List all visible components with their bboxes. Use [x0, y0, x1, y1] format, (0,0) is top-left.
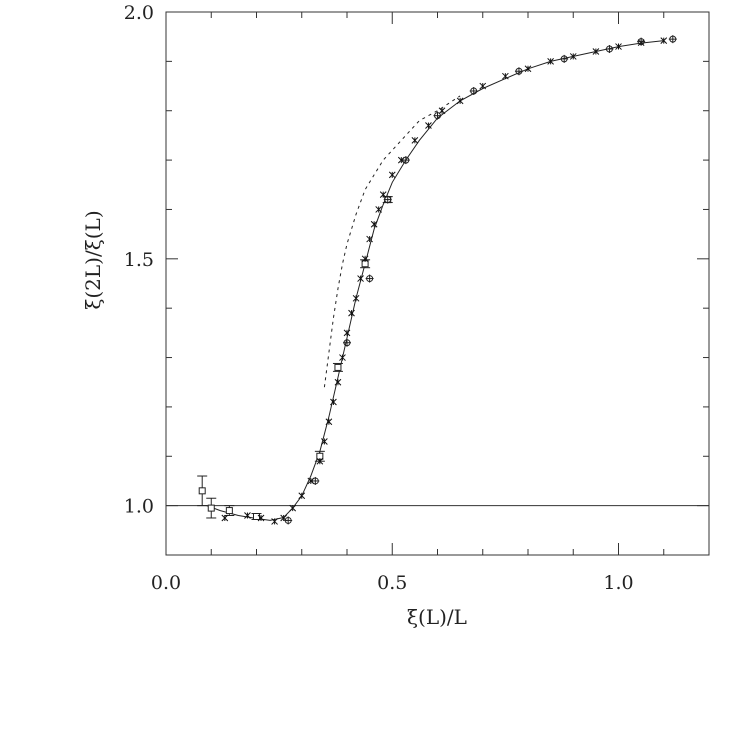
data-point-circle — [433, 111, 442, 120]
data-point-cross — [221, 514, 229, 522]
x-tick-label: 0.0 — [151, 572, 181, 594]
data-point-circle — [637, 37, 646, 46]
data-point-circle — [401, 156, 410, 165]
data-point-circle — [311, 476, 320, 485]
data-point-circle — [469, 86, 478, 95]
x-axis-label: ξ(L)/L — [407, 605, 467, 629]
fit-curve-dashed — [323, 95, 461, 388]
data-point-cross — [271, 518, 278, 525]
data-point-cross — [316, 457, 324, 465]
axis-ticks — [165, 11, 710, 556]
square-marker — [334, 363, 342, 371]
data-point-square — [332, 362, 343, 372]
data-point-circle — [560, 54, 569, 63]
data-point-circle — [605, 45, 614, 54]
y-tick-label: 1.0 — [124, 496, 154, 518]
y-tick-label: 1.5 — [124, 249, 154, 271]
data-point-cross — [343, 329, 351, 337]
square-marker — [198, 487, 206, 495]
data-point-cross — [425, 122, 432, 129]
data-point-cross — [660, 37, 668, 44]
data-point-cross — [479, 82, 487, 90]
data-point-cross — [334, 378, 342, 386]
data-point-cross — [615, 43, 622, 50]
data-point-circle — [668, 35, 677, 44]
data-point-cross — [547, 58, 554, 65]
y-axis-label: ξ(2L)/ξ(L) — [81, 210, 105, 309]
data-point-cross — [592, 48, 600, 55]
data-point-circle — [284, 516, 293, 525]
data-point-cross — [502, 72, 509, 80]
data-point-cross — [456, 97, 464, 105]
data-point-square — [206, 497, 217, 519]
square-marker — [207, 504, 215, 512]
y-tick-label: 2.0 — [124, 2, 154, 24]
data-point-cross — [330, 398, 337, 406]
data-point-cross — [370, 220, 378, 228]
data-point-cross — [348, 309, 355, 317]
square-marker — [253, 512, 260, 520]
square-marker — [225, 507, 233, 515]
data-point-square — [197, 475, 208, 507]
data-point-cross — [569, 53, 577, 60]
data-point-circle — [365, 274, 374, 283]
data-point-cross — [375, 206, 383, 213]
data-points — [197, 35, 677, 525]
data-point-circle — [343, 338, 351, 347]
data-point-cross — [366, 235, 373, 243]
data-point-cross — [438, 107, 446, 115]
data-point-circle — [383, 195, 392, 204]
data-point-cross — [339, 354, 346, 361]
data-point-square — [224, 505, 235, 517]
y-tick-labels: 1.0 1.5 2.0 — [124, 2, 154, 518]
x-tick-label: 0.5 — [377, 572, 407, 594]
data-point-cross — [257, 514, 265, 522]
data-point-cross — [361, 255, 369, 263]
data-point-cross — [325, 418, 333, 426]
data-point-cross — [379, 191, 387, 198]
plot-frame — [165, 11, 710, 556]
data-point-cross — [411, 136, 419, 144]
data-point-circle — [514, 67, 523, 76]
data-point-cross — [289, 504, 297, 512]
data-point-cross — [388, 171, 396, 179]
curves-layer — [206, 40, 664, 521]
fit-curve-solid — [206, 40, 664, 521]
data-point-cross — [352, 294, 360, 302]
data-point-cross — [298, 492, 306, 500]
data-point-cross — [244, 512, 251, 519]
x-tick-label: 1.0 — [603, 572, 633, 594]
data-point-cross — [357, 275, 364, 282]
x-tick-labels: 0.0 0.5 1.0 — [151, 572, 634, 594]
data-point-cross — [524, 65, 532, 73]
data-point-cross — [321, 438, 328, 445]
